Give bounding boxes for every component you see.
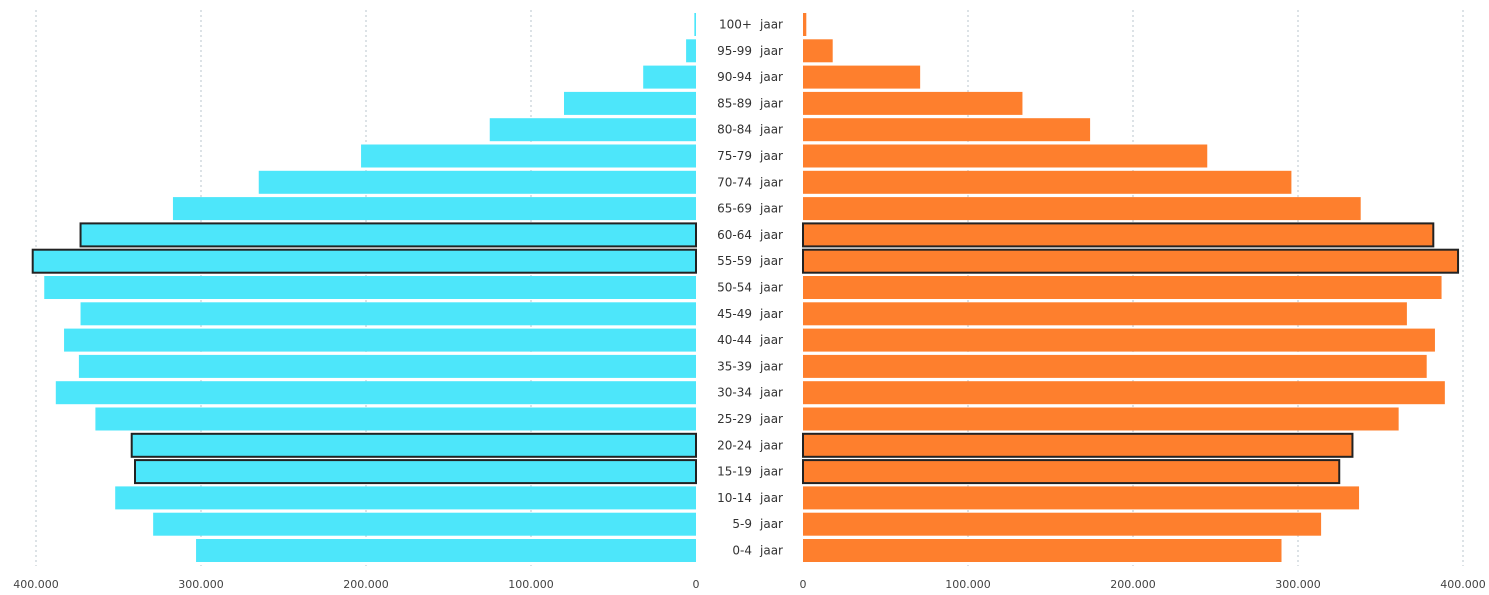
category-label: 75-79 <box>717 149 752 163</box>
tick-label-left: 400.000 <box>13 578 59 591</box>
right-series-bars <box>802 13 1460 562</box>
tick-label-right: 200.000 <box>1110 578 1156 591</box>
tick-label-left: 0 <box>693 578 700 591</box>
bar-left-25-29[interactable] <box>95 407 696 431</box>
category-suffix: jaar <box>759 123 783 137</box>
category-label: 50-54 <box>717 281 752 295</box>
category-suffix: jaar <box>759 149 783 163</box>
category-label: 0-4 <box>732 544 752 558</box>
bar-left-75-79[interactable] <box>361 144 696 168</box>
bar-left-50-54[interactable] <box>44 276 696 299</box>
category-label: 95-99 <box>717 44 752 58</box>
bar-right-15-19[interactable] <box>802 459 1341 485</box>
tick-label-right: 100.000 <box>945 578 991 591</box>
tick-label-left: 200.000 <box>343 578 389 591</box>
tick-label-right: 0 <box>800 578 807 591</box>
category-suffix: jaar <box>759 491 783 505</box>
bar-left-95-99[interactable] <box>686 39 696 63</box>
category-suffix: jaar <box>759 175 783 189</box>
category-suffix: jaar <box>759 96 783 110</box>
category-label: 35-39 <box>717 359 752 373</box>
category-suffix: jaar <box>759 307 783 321</box>
bar-right-45-49[interactable] <box>803 302 1407 326</box>
category-suffix: jaar <box>759 438 783 452</box>
bar-left-100+[interactable] <box>694 13 696 36</box>
bar-right-85-89[interactable] <box>803 91 1023 115</box>
category-suffix: jaar <box>759 517 783 531</box>
category-suffix: jaar <box>759 359 783 373</box>
category-suffix: jaar <box>759 44 783 58</box>
bar-left-35-39[interactable] <box>78 354 696 378</box>
bar-right-90-94[interactable] <box>803 65 921 89</box>
bar-left-10-14[interactable] <box>115 486 696 510</box>
bar-right-80-84[interactable] <box>803 118 1091 142</box>
bar-left-20-24[interactable] <box>130 432 697 458</box>
category-label: 10-14 <box>717 491 752 505</box>
category-suffix: jaar <box>759 70 783 84</box>
category-label: 30-34 <box>717 386 752 400</box>
bar-left-85-89[interactable] <box>564 91 696 115</box>
category-label: 70-74 <box>717 175 752 189</box>
category-label: 65-69 <box>717 202 752 216</box>
category-label: 90-94 <box>717 70 752 84</box>
bar-right-55-59[interactable] <box>802 248 1460 274</box>
bar-right-100+[interactable] <box>803 13 807 36</box>
bar-right-75-79[interactable] <box>803 144 1208 168</box>
bar-left-55-59[interactable] <box>31 248 697 274</box>
category-suffix: jaar <box>759 386 783 400</box>
bar-right-70-74[interactable] <box>803 170 1292 194</box>
bar-right-35-39[interactable] <box>803 354 1427 378</box>
bar-right-5-9[interactable] <box>803 512 1322 536</box>
category-suffix: jaar <box>759 333 783 347</box>
category-suffix: jaar <box>759 202 783 216</box>
tick-label-left: 300.000 <box>178 578 224 591</box>
category-label: 80-84 <box>717 123 752 137</box>
bar-right-0-4[interactable] <box>803 539 1282 562</box>
category-label: 55-59 <box>717 254 752 268</box>
category-label: 100+ <box>719 18 752 32</box>
bar-left-0-4[interactable] <box>196 539 697 562</box>
bar-left-80-84[interactable] <box>489 118 696 142</box>
category-label: 20-24 <box>717 438 752 452</box>
category-label: 45-49 <box>717 307 752 321</box>
bar-right-40-44[interactable] <box>803 328 1435 352</box>
bar-right-65-69[interactable] <box>803 197 1361 221</box>
bar-right-60-64[interactable] <box>802 222 1435 248</box>
bar-right-20-24[interactable] <box>802 432 1354 458</box>
bar-right-10-14[interactable] <box>803 486 1360 510</box>
bar-left-90-94[interactable] <box>643 65 696 89</box>
category-suffix: jaar <box>759 465 783 479</box>
category-label: 40-44 <box>717 333 752 347</box>
category-suffix: jaar <box>759 544 783 558</box>
tick-label-right: 300.000 <box>1275 578 1321 591</box>
bar-left-30-34[interactable] <box>55 381 697 405</box>
bar-right-50-54[interactable] <box>803 276 1442 299</box>
bar-left-40-44[interactable] <box>64 328 697 352</box>
category-suffix: jaar <box>759 228 783 242</box>
bar-right-95-99[interactable] <box>803 39 833 63</box>
category-label: 85-89 <box>717 96 752 110</box>
bar-left-65-69[interactable] <box>172 197 696 221</box>
category-suffix: jaar <box>759 281 783 295</box>
bar-left-45-49[interactable] <box>80 302 697 326</box>
category-label: 15-19 <box>717 465 752 479</box>
bar-left-70-74[interactable] <box>258 170 696 194</box>
bar-right-25-29[interactable] <box>803 407 1399 431</box>
category-suffix: jaar <box>759 254 783 268</box>
category-suffix: jaar <box>759 18 783 32</box>
axis-tick-labels: 400.000 300.000 200.000 100.000 0 0 100.000 200… <box>13 578 1486 591</box>
bar-right-30-34[interactable] <box>803 381 1445 405</box>
bar-left-15-19[interactable] <box>134 459 697 485</box>
category-label: 60-64 <box>717 228 752 242</box>
left-series-bars <box>31 13 698 562</box>
tick-label-right: 400.000 <box>1440 578 1486 591</box>
category-labels: 0-4 jaar 5-9 jaar 10-14 jaar 15-19 jaar 20-24 jaa… <box>717 18 783 558</box>
tick-label-left: 100.000 <box>508 578 554 591</box>
bar-left-5-9[interactable] <box>153 512 696 536</box>
category-label: 25-29 <box>717 412 752 426</box>
category-suffix: jaar <box>759 412 783 426</box>
bar-left-60-64[interactable] <box>79 222 698 248</box>
category-label: 5-9 <box>732 517 752 531</box>
